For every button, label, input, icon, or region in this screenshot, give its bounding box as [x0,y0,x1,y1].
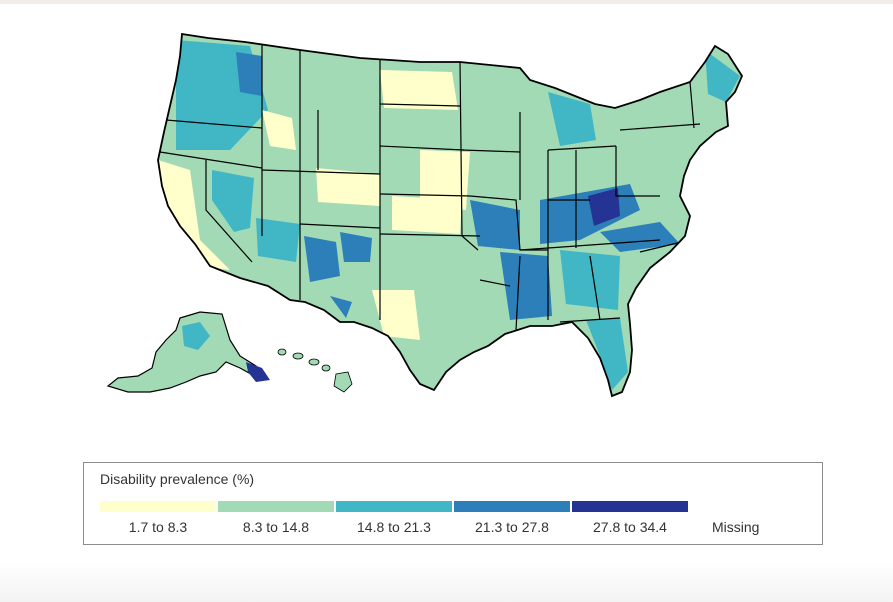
georgia-teal [560,250,620,310]
legend-label-3: 14.8 to 21.3 [357,519,431,535]
legend-title: Disability prevalence (%) [100,471,255,487]
contiguous-us [157,32,744,398]
washington-blue [236,52,262,96]
legend-label-2: 8.3 to 14.8 [242,519,310,535]
southwest-blue [304,236,340,282]
alaska-interior-blue [182,322,210,350]
state-borders [159,44,701,331]
legend-swatch-2 [218,501,334,512]
arizona-teal [256,218,300,262]
legend-label-1: 1.7 to 8.3 [128,519,188,535]
nc-blue [600,222,680,252]
california-coast-light [158,160,230,270]
alaska-panhandle [246,362,270,382]
appalachia-dark [588,188,620,226]
legend-box: Disability prevalence (%) 1.7 to 8.3 8.3… [83,462,823,545]
top-bar [0,0,893,4]
michigan-teal [548,92,596,146]
maine-teal [705,50,740,102]
mississippi-blue [500,252,552,320]
conus-outline [157,32,744,398]
legend-missing-label: Missing [712,519,760,535]
tx-border-blue [330,296,352,318]
legend-swatch-3 [336,501,452,512]
hawaii-islands [277,348,353,393]
nevada-teal [212,170,254,232]
bottom-fade [0,560,893,602]
ozark-blue [470,200,520,250]
oregon-teal [182,110,230,146]
texas-light [372,290,420,340]
us-county-map [106,32,744,398]
alaska-shape [106,311,268,393]
new-mexico-blue [340,232,372,262]
colorado-light [316,168,380,206]
florida-teal [586,318,628,390]
kansas-light [392,196,462,234]
legend-swatch-1 [100,501,216,512]
legend-label-4: 21.3 to 27.8 [475,519,549,535]
legend-label-5: 27.8 to 34.4 [593,519,667,535]
legend-swatch-4 [454,501,570,512]
idaho-light [262,110,296,150]
legend-swatch-5 [572,501,688,512]
dakotas-light [380,70,458,110]
